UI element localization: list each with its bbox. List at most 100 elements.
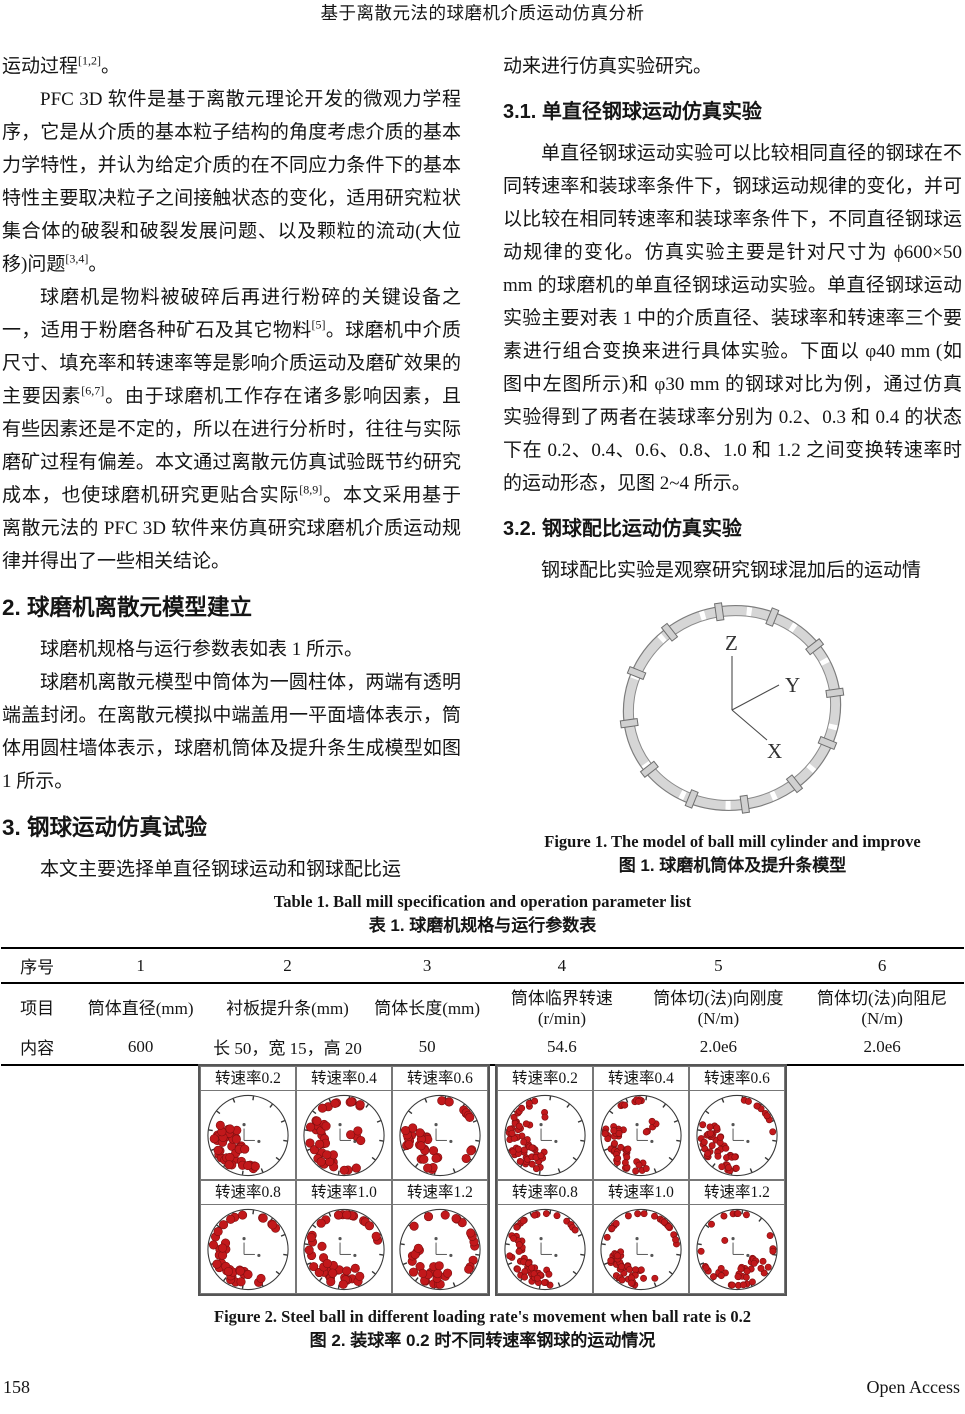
steel-ball-dot: [537, 1152, 545, 1160]
citation-superscript: [5]: [311, 317, 326, 332]
steel-ball-dot: [617, 1143, 625, 1151]
lifter-bar: [626, 665, 647, 681]
steel-ball-dot: [304, 1245, 314, 1255]
steel-ball-dot: [415, 1128, 425, 1138]
steel-ball-dot: [665, 1223, 673, 1231]
steel-ball-dot: [553, 1212, 561, 1220]
axis-corner-marker: [731, 1237, 750, 1258]
steel-ball-dot: [759, 1257, 767, 1265]
steel-ball-dot: [212, 1259, 222, 1269]
steel-ball-dot: [509, 1148, 517, 1156]
steel-ball-dot: [721, 1236, 729, 1244]
steel-ball-dot: [346, 1097, 356, 1107]
steel-ball-dot: [708, 1220, 715, 1228]
steel-ball-dot: [651, 1274, 659, 1282]
steel-ball-dot: [326, 1277, 336, 1287]
panel-speed-label: 转速率0.6: [690, 1067, 784, 1091]
steel-ball-dot: [510, 1234, 517, 1242]
steel-ball-dot: [208, 1240, 219, 1250]
steel-ball-dot: [742, 1273, 750, 1281]
steel-ball-dot: [660, 1218, 668, 1226]
steel-ball-dot: [444, 1097, 454, 1107]
lifter-bar: [660, 622, 679, 642]
steel-ball-dot: [338, 1279, 348, 1289]
steel-ball-dot: [640, 1210, 648, 1218]
steel-ball-dot: [342, 1210, 352, 1220]
lifter-bar: [739, 794, 751, 814]
mill-cross-section: [303, 1094, 385, 1177]
steel-ball-dot: [750, 1259, 758, 1267]
simulation-panel: 转速率0.8: [497, 1180, 593, 1294]
steel-ball-dot: [717, 1272, 725, 1280]
steel-ball-dot: [451, 1214, 461, 1224]
panel-speed-label: 转速率1.2: [690, 1181, 784, 1205]
steel-ball-dot: [317, 1241, 327, 1251]
steel-ball-dot: [236, 1277, 246, 1287]
steel-ball-dot: [355, 1271, 365, 1281]
paragraph: 球磨机规格与运行参数表如表 1 所示。: [40, 639, 364, 660]
steel-ball-dot: [351, 1163, 361, 1173]
lifter-bar: [619, 717, 639, 729]
steel-ball-dot: [615, 1129, 623, 1137]
table-cell: 长 50，宽 15，高 20: [213, 1039, 362, 1058]
steel-ball-dot: [757, 1264, 765, 1272]
steel-ball-dot: [763, 1112, 771, 1120]
steel-ball-dot: [364, 1221, 375, 1231]
steel-ball-dot: [466, 1146, 476, 1156]
steel-ball-dot: [642, 1165, 650, 1173]
steel-ball-dot: [612, 1220, 620, 1227]
figure1-ball-mill-model: Z Y X: [619, 602, 845, 814]
steel-ball-dot: [322, 1258, 332, 1269]
steel-ball-dot: [614, 1252, 621, 1260]
mill-cross-section: [504, 1208, 586, 1291]
table-cell: 2: [208, 948, 367, 984]
steel-ball-dot: [465, 1112, 475, 1122]
steel-ball-dot: [519, 1217, 527, 1225]
axis-corner-marker: [242, 1123, 261, 1144]
steel-ball-dot: [443, 1268, 453, 1278]
table-row: 内容 600 长 50，宽 15，高 20 50 54.6 2.0e6 2.0e6: [1, 1029, 964, 1065]
steel-ball-dot: [213, 1145, 223, 1155]
steel-ball-dot: [515, 1247, 523, 1255]
steel-ball-dot: [321, 1121, 331, 1131]
steel-ball-dot: [404, 1139, 414, 1150]
simulation-panel: 转速率0.8: [200, 1180, 296, 1294]
table-cell: 筒体直径(mm): [87, 999, 194, 1018]
table-cell: 衬板提升条(mm): [226, 999, 349, 1018]
steel-ball-dot: [626, 1265, 634, 1273]
steel-ball-dot: [607, 1257, 615, 1265]
steel-ball-dot: [614, 1154, 622, 1162]
steel-ball-dot: [464, 1264, 474, 1274]
steel-ball-dot: [309, 1145, 319, 1155]
table-row: 序号 1 2 3 4 5 6: [1, 948, 964, 984]
steel-ball-dot: [542, 1210, 550, 1218]
lifter-bar: [713, 602, 725, 622]
steel-ball-dot: [250, 1161, 260, 1171]
lifter-bar: [684, 789, 699, 809]
steel-ball-dot: [225, 1124, 235, 1134]
steel-ball-dot: [268, 1220, 278, 1230]
paragraph: 球磨机是物料被破碎后再进行粉碎的关键设备之一，适用于粉磨各种矿石及其它物料[5]…: [2, 287, 461, 572]
right-column: 动来进行仿真实验研究。 3.1. 单直径钢球运动仿真实验 单直径钢球运动实验可以比较…: [503, 50, 962, 587]
steel-ball-dot: [333, 1210, 344, 1220]
mill-cross-section: [399, 1208, 481, 1291]
panel-speed-label: 转速率0.4: [594, 1067, 688, 1091]
axis-corner-marker: [635, 1237, 654, 1258]
steel-ball-dot: [528, 1144, 536, 1152]
steel-ball-dot: [514, 1265, 522, 1273]
steel-ball-dot: [621, 1101, 629, 1109]
steel-ball-dot: [423, 1163, 433, 1173]
steel-ball-dot: [702, 1264, 710, 1272]
axis-corner-marker: [434, 1237, 453, 1258]
paragraph: 球磨机离散元模型中筒体为一圆柱体，两端有透明端盖封闭。在离散元模拟中端盖用一平面…: [2, 672, 461, 792]
figure1-caption-en: Figure 1. The model of ball mill cylinde…: [544, 832, 921, 851]
axis-corner-marker: [539, 1237, 558, 1258]
paragraph: PFC 3D 软件是基于离散元理论开发的微观力学程序，它是从介质的基本粒子结构的…: [2, 89, 461, 275]
axis-corner-marker: [635, 1123, 654, 1144]
steel-ball-dot: [532, 1165, 540, 1173]
steel-ball-dot: [226, 1214, 236, 1224]
left-column: 运动过程[1,2]。 PFC 3D 软件是基于离散元理论开发的微观力学程序，它是从…: [2, 50, 461, 886]
steel-ball-dot: [728, 1281, 736, 1289]
axis-corner-marker: [242, 1237, 261, 1258]
